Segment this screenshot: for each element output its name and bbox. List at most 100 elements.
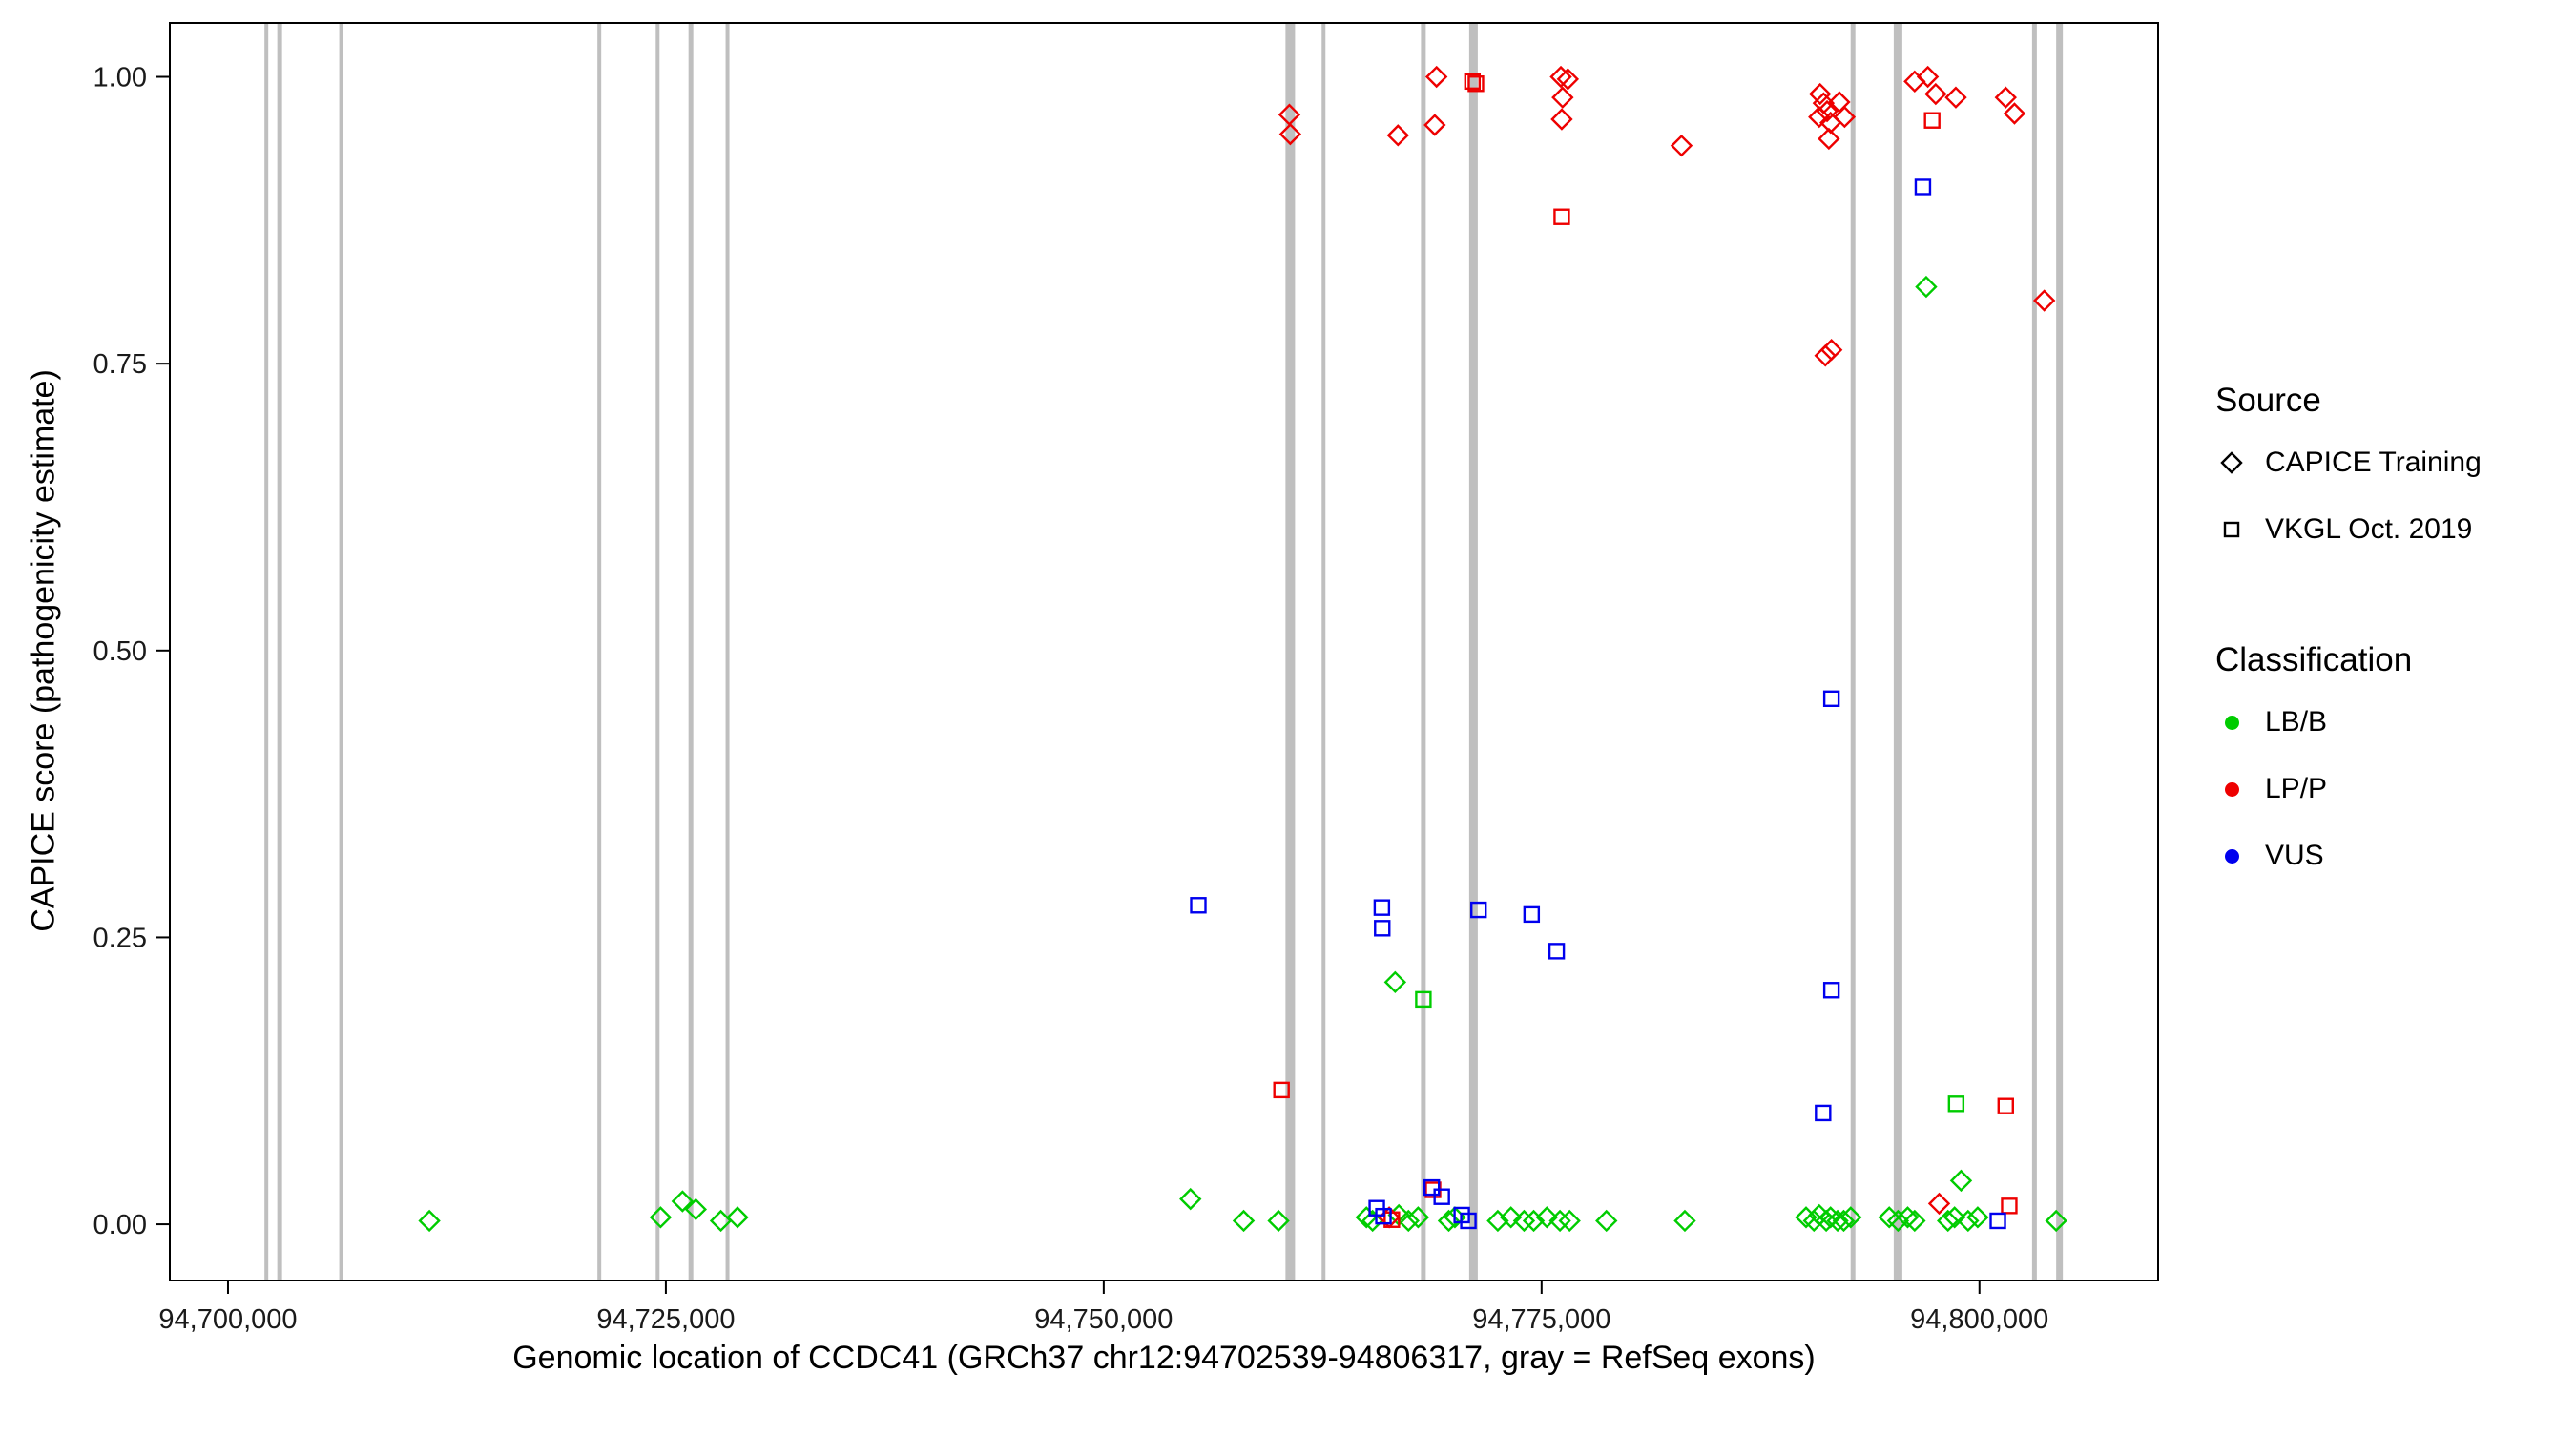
- exon-band: [688, 23, 694, 1280]
- legend-item-label: LP/P: [2265, 773, 2328, 804]
- data-point-square: [1822, 690, 1840, 708]
- panel-border: [169, 22, 2159, 1281]
- y-tick-label: 0.50: [93, 636, 147, 667]
- blue-dot-icon: [2215, 842, 2248, 870]
- data-point-square: [1553, 208, 1570, 225]
- x-tick-label: 94,700,000: [158, 1304, 297, 1335]
- x-tick-label: 94,750,000: [1034, 1304, 1173, 1335]
- data-point-diamond: [1819, 339, 1843, 362]
- data-point-diamond: [1548, 1209, 1571, 1233]
- legend-item-capice-training: CAPICE Training: [2215, 439, 2482, 487]
- x-axis: 94,700,000 94,725,000 94,750,000 94,775,000…: [158, 1280, 2048, 1335]
- data-point-diamond: [1966, 1206, 1989, 1229]
- data-point-square: [1523, 905, 1541, 924]
- data-point-diamond: [1512, 1209, 1536, 1233]
- data-point-diamond: [1232, 1209, 1256, 1233]
- legend-item-label: CAPICE Training: [2265, 447, 2482, 478]
- data-point-square: [1375, 1207, 1392, 1225]
- legend-item-label: VUS: [2265, 840, 2324, 871]
- y-tick-label: 1.00: [93, 63, 147, 94]
- exon-band: [1893, 23, 1902, 1280]
- data-point-diamond: [1809, 82, 1832, 106]
- legend: Source CAPICE Training VKGL Oct. 2019 Cl…: [2215, 382, 2482, 899]
- data-point-square: [1460, 1212, 1477, 1230]
- legend-item-lpp: LP/P: [2215, 765, 2482, 813]
- data-point-diamond: [1808, 105, 1831, 129]
- data-point-diamond: [1355, 1206, 1378, 1229]
- data-point-diamond: [1942, 1206, 1966, 1229]
- diamond-marker-icon: [2215, 448, 2248, 477]
- data-point-square: [1822, 982, 1840, 999]
- data-point-diamond: [1406, 1206, 1430, 1229]
- exon-band: [1468, 23, 1478, 1280]
- data-point-diamond: [2003, 102, 2026, 125]
- y-tick-label: 0.00: [93, 1210, 147, 1240]
- data-point-diamond: [1886, 1209, 1910, 1233]
- data-points: [418, 65, 2067, 1233]
- exon-band: [277, 23, 282, 1280]
- data-point-diamond: [671, 1190, 695, 1213]
- data-point-diamond: [1386, 124, 1409, 147]
- data-point-diamond: [1267, 1209, 1290, 1233]
- data-point-diamond: [1814, 344, 1837, 367]
- y-tick-label: 0.25: [93, 923, 147, 953]
- legend-item-label: LB/B: [2265, 706, 2328, 738]
- exon-band: [655, 23, 660, 1280]
- x-tick-label: 94,800,000: [1910, 1304, 2048, 1335]
- data-point-square: [1415, 990, 1432, 1009]
- data-point-diamond: [1896, 1206, 1920, 1229]
- legend-item-vkgl: VKGL Oct. 2019: [2215, 506, 2482, 553]
- data-point-diamond: [1556, 68, 1580, 91]
- y-axis-title: CAPICE score (pathogenicity estimate): [25, 369, 62, 932]
- data-point-diamond: [1522, 1209, 1546, 1233]
- data-point-diamond: [1179, 1187, 1202, 1211]
- data-point-diamond: [1397, 1209, 1420, 1233]
- y-axis: 0.00 0.25 0.50 0.75 1.00: [93, 63, 170, 1240]
- data-point-diamond: [1278, 122, 1302, 146]
- exon-band: [339, 23, 343, 1280]
- data-point-diamond: [1549, 65, 1572, 89]
- data-point-diamond: [418, 1209, 441, 1233]
- data-point-diamond: [1937, 1209, 1960, 1233]
- exon-band: [1285, 23, 1296, 1280]
- data-point-diamond: [1595, 1209, 1618, 1233]
- data-point-diamond: [1957, 1209, 1980, 1233]
- data-point-diamond: [1535, 1206, 1559, 1229]
- data-point-diamond: [1551, 86, 1574, 109]
- data-point-square: [2001, 1197, 2018, 1215]
- data-point-diamond: [2032, 289, 2056, 312]
- legend-classification-title: Classification: [2215, 641, 2413, 678]
- data-point-diamond: [1383, 970, 1407, 994]
- legend-source: Source CAPICE Training VKGL Oct. 2019: [2215, 382, 2482, 553]
- data-point-diamond: [1423, 114, 1446, 136]
- data-point-square: [1997, 1097, 2014, 1114]
- data-point-diamond: [726, 1206, 749, 1229]
- data-point-diamond: [684, 1197, 708, 1221]
- data-point-diamond: [1826, 1209, 1849, 1233]
- data-point-diamond: [1949, 1169, 1973, 1193]
- data-point-diamond: [1903, 1209, 1926, 1233]
- exon-band: [1321, 23, 1326, 1280]
- exon-bands: [264, 23, 2064, 1280]
- red-dot-icon: [2215, 775, 2248, 803]
- legend-item-vus: VUS: [2215, 832, 2482, 880]
- x-tick-label: 94,775,000: [1472, 1304, 1610, 1335]
- data-point-diamond: [1670, 134, 1693, 157]
- legend-classification: Classification LB/B LP/P VUS: [2215, 641, 2482, 880]
- data-point-diamond: [1818, 127, 1840, 151]
- data-point-square: [1947, 1095, 1965, 1113]
- exon-band: [725, 23, 730, 1280]
- data-point-diamond: [1499, 1206, 1523, 1229]
- data-point-square: [1815, 1104, 1832, 1122]
- data-point-square: [1374, 920, 1391, 937]
- data-point-square: [1923, 112, 1941, 129]
- data-point-diamond: [1673, 1209, 1696, 1233]
- data-point-diamond: [1486, 1209, 1509, 1233]
- data-point-square: [1989, 1212, 2006, 1230]
- exon-band: [2031, 23, 2037, 1280]
- data-point-square: [1190, 897, 1207, 914]
- data-point-square: [1383, 1211, 1401, 1228]
- data-point-diamond: [1833, 105, 1857, 129]
- data-point-square: [1464, 73, 1481, 91]
